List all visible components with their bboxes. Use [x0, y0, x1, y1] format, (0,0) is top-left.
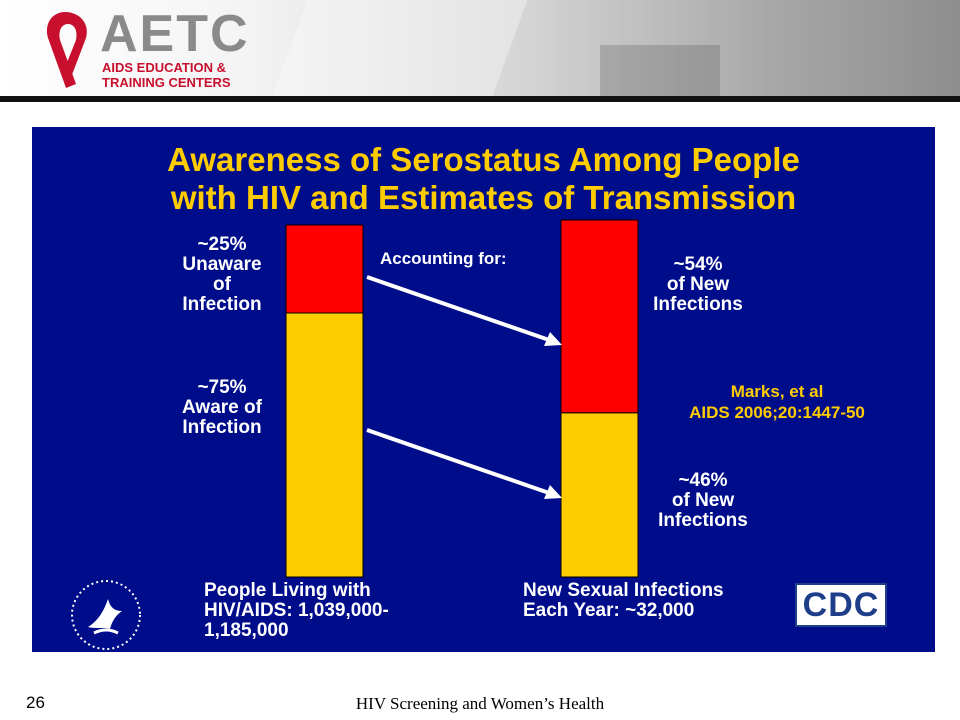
citation: Marks, et al AIDS 2006;20:1447-50	[662, 381, 892, 423]
category-label-new-infections: New Sexual Infections Each Year: ~32,000	[523, 581, 724, 621]
bar-people-living-aware	[285, 312, 364, 578]
cdc-logo: CDC	[795, 583, 887, 627]
hhs-seal-icon	[71, 580, 141, 650]
red-ribbon-icon	[46, 12, 87, 88]
label-46-line2: of New	[671, 490, 735, 511]
category-people-line-2: HIV/AIDS: 1,039,000-	[204, 600, 389, 621]
category-label-people-living: People Living with HIV/AIDS: 1,039,000- …	[204, 581, 389, 641]
bar-new-infections-unaware	[560, 219, 639, 414]
arrow-aware-to-46	[366, 428, 553, 496]
label-aware-pct: ~75%	[197, 377, 247, 398]
footer-title: HIV Screening and Women’s Health	[355, 694, 605, 713]
label-aware-line3: Infection	[182, 417, 262, 438]
label-46-pct: ~46%	[678, 470, 728, 491]
label-unaware-pct: ~25%	[197, 234, 247, 255]
category-new-line-2: Each Year: ~32,000	[523, 600, 695, 621]
aetc-logo-subtitle-2: TRAINING CENTERS	[102, 75, 231, 90]
label-54-line3: Infections	[653, 294, 743, 315]
label-unaware-infection: ~25% Unaware of Infection	[162, 235, 282, 315]
citation-line-2: AIDS 2006;20:1447-50	[689, 403, 865, 422]
label-unaware-line3: of	[213, 274, 231, 295]
page-number: 26	[26, 693, 45, 712]
label-unaware-line4: Infection	[182, 294, 262, 315]
category-people-line-1: People Living with	[204, 580, 371, 601]
label-54-line2: of New	[666, 274, 730, 295]
bar-people-living-unaware	[285, 224, 364, 314]
header-divider	[0, 96, 960, 102]
bar-new-infections-aware	[560, 412, 639, 578]
arrowhead-unaware	[544, 332, 562, 346]
label-46-new-infections: ~46% of New Infections	[638, 471, 768, 531]
header-decor-block	[600, 45, 720, 97]
label-aware-line2: Aware of	[182, 397, 262, 418]
label-aware-infection: ~75% Aware of Infection	[162, 378, 282, 438]
category-people-line-3: 1,185,000	[204, 620, 289, 641]
arrow-unaware-to-54	[366, 275, 553, 343]
accounting-for-label: Accounting for:	[380, 249, 507, 268]
stacked-bar-chart	[285, 219, 639, 578]
arrowhead-aware	[544, 485, 562, 499]
slide-title-line-2: with HIV and Estimates of Transmission	[170, 179, 797, 216]
slide-title: Awareness of Serostatus Among People wit…	[32, 141, 935, 217]
label-46-line3: Infections	[658, 510, 748, 531]
slide-title-line-1: Awareness of Serostatus Among People	[167, 141, 800, 178]
category-new-line-1: New Sexual Infections	[523, 580, 724, 601]
header-band: AETC AIDS EDUCATION & TRAINING CENTERS	[0, 0, 960, 102]
aetc-logo-text: AETC	[100, 5, 250, 63]
aetc-logo-subtitle-1: AIDS EDUCATION &	[102, 60, 226, 75]
label-54-new-infections: ~54% of New Infections	[638, 255, 758, 315]
arrows	[366, 275, 562, 499]
label-unaware-line2: Unaware	[182, 254, 262, 275]
header-decor-stripe	[272, 0, 528, 96]
slide-panel: Awareness of Serostatus Among People wit…	[32, 127, 935, 652]
label-54-pct: ~54%	[673, 254, 723, 275]
citation-line-1: Marks, et al	[730, 382, 824, 401]
